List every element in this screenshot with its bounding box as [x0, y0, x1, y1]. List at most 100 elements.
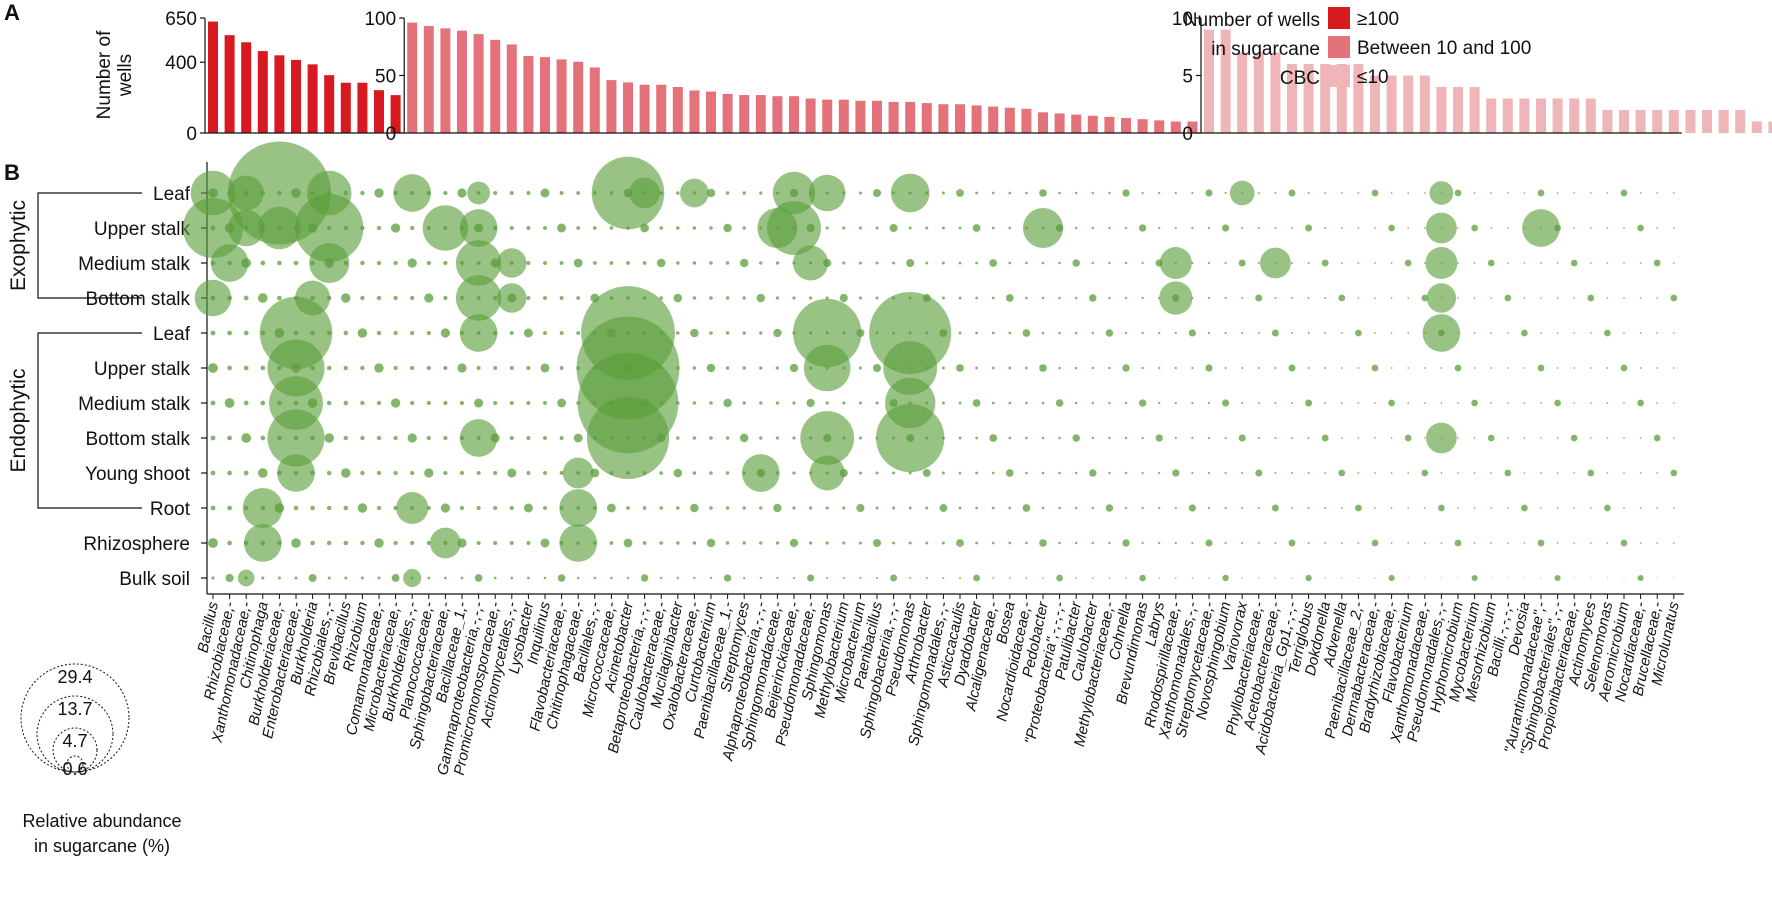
bar [1320, 64, 1331, 133]
bubble-point [1357, 297, 1360, 299]
row-label: Medium stalk [78, 254, 190, 275]
bubble-point [1257, 366, 1260, 370]
bubble-point [261, 576, 265, 580]
bubble-point [1374, 332, 1376, 334]
bubble-point [277, 260, 282, 266]
bubble-point [908, 506, 912, 510]
bubble-point [1072, 259, 1080, 267]
bubble-point [1423, 542, 1426, 544]
bubble-point [1058, 191, 1061, 195]
bubble-point [808, 541, 813, 545]
bubble-point [576, 296, 581, 300]
bubble-point [424, 468, 434, 478]
bubble-point [640, 574, 649, 582]
bubble-point [1672, 542, 1675, 544]
bubble-point [357, 328, 368, 338]
bubble-point [410, 540, 415, 546]
bubble-point [1105, 504, 1114, 512]
bubble-point [1556, 262, 1559, 264]
bubble-point [1124, 506, 1128, 510]
bubble-point [692, 541, 697, 545]
bubble-point [1174, 331, 1177, 335]
y-tick-label: 100 [364, 9, 396, 30]
bubble-point [1025, 296, 1028, 300]
bubble-point [1191, 226, 1194, 230]
bubble-point [1590, 577, 1592, 579]
bubble-point [324, 433, 334, 443]
bubble-point [1074, 506, 1078, 510]
bubble-point [1305, 399, 1313, 407]
bubble-point [1672, 367, 1675, 369]
bubble-point [1274, 227, 1277, 229]
bubble-point [1172, 469, 1180, 477]
bubble-point [1191, 401, 1194, 405]
bubble-point [925, 541, 929, 545]
bar [1087, 115, 1098, 133]
bubble-point [210, 435, 216, 441]
bubble-point [1091, 191, 1095, 195]
bubble-point [1058, 436, 1061, 440]
taxa-labels: BacillusRhizobiaceae,-Xanthomonadaceae,-… [195, 594, 1683, 777]
bubble-point [1022, 504, 1031, 512]
bubble-point [1224, 506, 1227, 510]
bubble-point [825, 401, 829, 405]
group-label: Exophytic [7, 200, 30, 291]
bubble-point [1205, 364, 1213, 372]
bubble-point [1504, 469, 1512, 477]
bubble-point [759, 261, 763, 265]
bubble [243, 524, 282, 562]
bubble-point [1108, 226, 1111, 230]
bubble-point [1291, 262, 1293, 264]
bar [1469, 87, 1480, 133]
bubble-point [1307, 297, 1310, 299]
bubble-point [509, 505, 514, 511]
bubble-point [1188, 329, 1197, 337]
bubble-point [1274, 472, 1277, 474]
bubble-point [1371, 189, 1379, 197]
bubble-point [1589, 507, 1592, 509]
bubble-point [676, 331, 680, 335]
bar [938, 104, 949, 133]
bubble-point [958, 436, 962, 440]
bubble-point [742, 506, 746, 510]
bubble-point [1606, 367, 1609, 369]
bubble-point [410, 400, 415, 406]
bubble-point [808, 506, 813, 510]
bar [423, 26, 434, 133]
bubble-point [526, 471, 531, 475]
bubble-point [1454, 364, 1462, 372]
bubble [1426, 212, 1457, 244]
bubble-point [773, 328, 782, 338]
bubble-point [374, 538, 384, 548]
bubble-point [1623, 472, 1625, 474]
bubble-point [1357, 262, 1360, 264]
bubble-point [872, 188, 882, 198]
bubble-point [410, 365, 415, 371]
bubble-point [1074, 191, 1078, 195]
bubble-point [1473, 262, 1476, 264]
bubble-point [1653, 434, 1661, 442]
bubble-point [1091, 331, 1095, 335]
bubble-point [958, 471, 962, 475]
bubble-point [1404, 259, 1412, 267]
bubble-point [559, 261, 564, 265]
bubble-point [1672, 262, 1675, 264]
bubble [430, 527, 461, 559]
bar [1287, 64, 1297, 133]
bubble-point [941, 541, 945, 545]
bubble-point [659, 576, 663, 580]
bubble-point [1041, 261, 1045, 265]
bubble-point [1058, 541, 1061, 545]
bar [739, 95, 750, 133]
bubble-point [1556, 437, 1559, 439]
bubble-point [659, 296, 664, 300]
bubble-point [676, 191, 680, 195]
bubble-point [1556, 472, 1559, 474]
bar [1038, 112, 1048, 133]
bubble-point [559, 296, 564, 300]
bubble-point [376, 470, 382, 476]
bubble-point [1058, 471, 1061, 475]
bubble-point [939, 504, 948, 512]
bubble-point [459, 505, 465, 511]
bubble-point [776, 576, 779, 580]
